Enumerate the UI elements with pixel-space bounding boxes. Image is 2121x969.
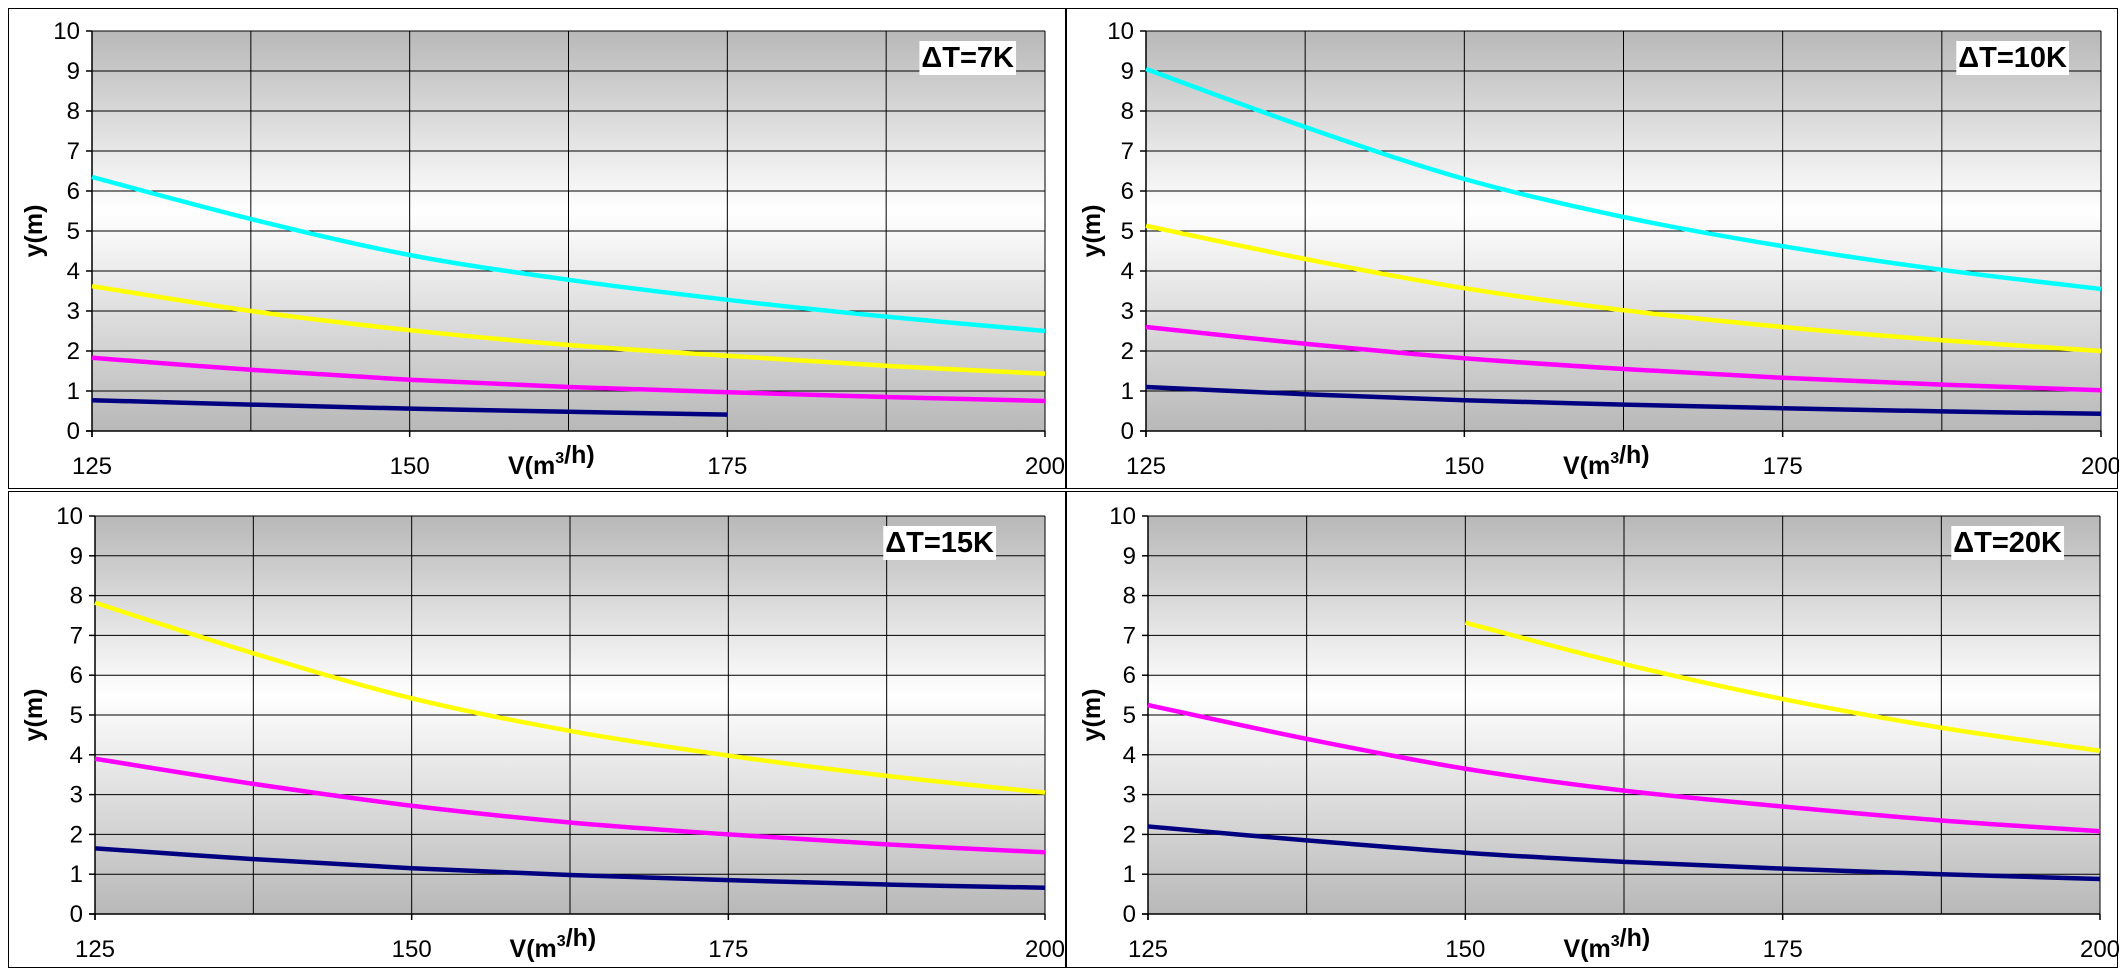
y-tick-label: 10 (1107, 18, 1134, 45)
y-tick-label: 5 (1121, 218, 1134, 245)
x-tick-label: 125 (72, 453, 112, 480)
y-tick-label: 10 (1109, 503, 1136, 530)
series-line (1147, 702, 2101, 834)
y-tick-label: 2 (1121, 338, 1134, 365)
y-tick-label: 8 (67, 98, 80, 125)
series-line (1464, 620, 2101, 754)
x-tick-label: 200 (1025, 453, 1065, 480)
y-tick-label: 8 (1121, 98, 1134, 125)
x-tick-label: 175 (708, 936, 748, 963)
y-tick-label: 6 (1121, 178, 1134, 205)
delta-t-label: ΔT=7K (921, 42, 1014, 74)
delta-t-label: ΔT=20K (1953, 527, 2062, 559)
y-axis-label: y(m) (1078, 689, 1106, 742)
x-axis-label: V(m3/h) (1563, 441, 1650, 480)
y-tick-label: 6 (1123, 662, 1136, 689)
delta-t-label-box (919, 41, 1017, 75)
x-axis-label: V(m3/h) (508, 441, 595, 480)
series-line (91, 397, 728, 417)
y-tick-label: 0 (67, 418, 80, 445)
x-tick-label: 150 (1445, 936, 1485, 963)
series-line (94, 600, 1046, 795)
y-tick-label: 5 (67, 218, 80, 245)
chart-panel-dt20: 0 1 2 3 4 5 6 7 8 9 10 125 150 175 200 y(m) V(m3/h) ΔT=20… (1066, 491, 2119, 968)
y-tick-label: 0 (1123, 901, 1136, 928)
y-axis-label: y(m) (1078, 205, 1106, 258)
series-line (1145, 223, 2102, 354)
y-tick-label: 7 (67, 138, 80, 165)
y-tick-label: 3 (1123, 782, 1136, 809)
series-line (91, 283, 1046, 377)
delta-t-label-box (1951, 526, 2065, 560)
y-tick-label: 1 (67, 378, 80, 405)
y-tick-label: 0 (1121, 418, 1134, 445)
y-tick-label: 1 (1123, 861, 1136, 888)
x-tick-label: 150 (392, 936, 432, 963)
y-tick-label: 7 (70, 622, 83, 649)
chart-svg-dt7: 0 1 2 3 4 5 6 7 8 9 10 125 150 175 200 y(m) V(m3/h) ΔT=7K (20, 18, 1065, 480)
x-tick-label: 175 (1763, 453, 1803, 480)
x-axis-label: V(m3/h) (510, 924, 597, 963)
y-tick-label: 9 (1123, 543, 1136, 570)
y-tick-label: 9 (67, 58, 80, 85)
y-tick-label: 0 (70, 901, 83, 928)
x-tick-label: 150 (1444, 453, 1484, 480)
x-tick-label: 125 (75, 936, 115, 963)
y-tick-label: 9 (70, 543, 83, 570)
y-tick-label: 4 (1121, 258, 1134, 285)
delta-t-label: ΔT=15K (885, 527, 994, 559)
y-tick-label: 7 (1121, 138, 1134, 165)
delta-t-label-box (1956, 41, 2070, 75)
x-tick-label: 175 (1763, 936, 1803, 963)
series-line (91, 355, 1046, 404)
y-tick-label: 3 (70, 782, 83, 809)
y-tick-label: 6 (67, 178, 80, 205)
chart-panel-dt7: 0 1 2 3 4 5 6 7 8 9 10 125 150 175 200 y(m) V(m3/h) ΔT=7K (8, 8, 1066, 489)
y-tick-label: 2 (70, 821, 83, 848)
x-tick-label: 200 (2081, 453, 2119, 480)
x-tick-label: 150 (390, 453, 430, 480)
x-tick-label: 200 (2080, 936, 2119, 963)
x-axis-label: V(m3/h) (1564, 924, 1651, 963)
y-tick-label: 10 (53, 18, 80, 45)
x-tick-label: 125 (1126, 453, 1166, 480)
y-tick-label: 4 (67, 258, 80, 285)
y-tick-label: 8 (1123, 583, 1136, 610)
y-tick-label: 2 (67, 338, 80, 365)
y-tick-label: 6 (70, 662, 83, 689)
y-tick-label: 9 (1121, 58, 1134, 85)
x-tick-label: 125 (1128, 936, 1168, 963)
y-tick-label: 1 (1121, 378, 1134, 405)
y-tick-label: 2 (1123, 821, 1136, 848)
series-line (1145, 66, 2102, 292)
y-tick-label: 1 (70, 861, 83, 888)
chart-svg-dt15: 0 1 2 3 4 5 6 7 8 9 10 125 150 175 200 y(m) V(m3/h) ΔT=15… (20, 503, 1065, 963)
y-tick-label: 4 (70, 742, 83, 769)
y-tick-label: 5 (1123, 702, 1136, 729)
x-tick-label: 175 (707, 453, 747, 480)
chart-panel-dt10: 0 1 2 3 4 5 6 7 8 9 10 125 150 175 200 y(m) V(m3/h) ΔT=10… (1066, 8, 2119, 489)
series-line (1145, 384, 2102, 417)
chart-panel-dt15: 0 1 2 3 4 5 6 7 8 9 10 125 150 175 200 y(m) V(m3/h) ΔT=15… (8, 491, 1066, 968)
series-line (1145, 324, 2102, 393)
series-line (94, 846, 1046, 890)
y-tick-label: 8 (70, 583, 83, 610)
x-tick-label: 200 (1025, 936, 1065, 963)
y-axis-label: y(m) (20, 689, 48, 742)
y-tick-label: 4 (1123, 742, 1136, 769)
series-line (1147, 824, 2101, 882)
chart-svg-dt20: 0 1 2 3 4 5 6 7 8 9 10 125 150 175 200 y(m) V(m3/h) ΔT=20… (1078, 503, 2119, 963)
y-tick-label: 3 (1121, 298, 1134, 325)
y-tick-label: 3 (67, 298, 80, 325)
y-axis-label: y(m) (20, 205, 48, 258)
series-line (94, 756, 1046, 855)
series-line (91, 174, 1046, 334)
delta-t-label-box (883, 526, 997, 560)
y-tick-label: 10 (56, 503, 83, 530)
y-tick-label: 7 (1123, 622, 1136, 649)
chart-svg-dt10: 0 1 2 3 4 5 6 7 8 9 10 125 150 175 200 y(m) V(m3/h) ΔT=10… (1078, 18, 2119, 480)
y-tick-label: 5 (70, 702, 83, 729)
delta-t-label: ΔT=10K (1958, 42, 2067, 74)
